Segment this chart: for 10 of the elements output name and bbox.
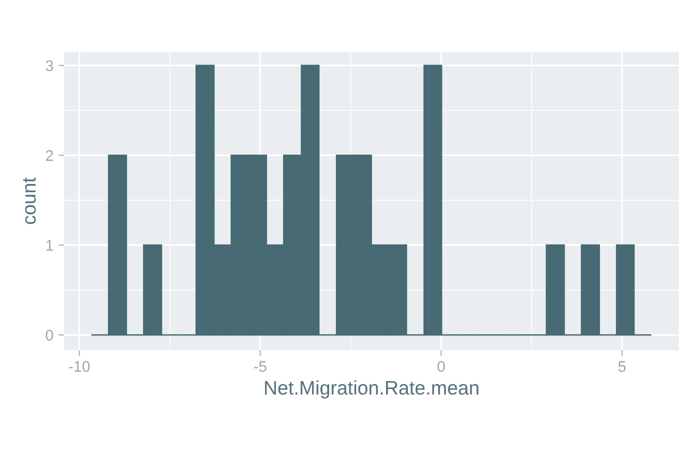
x-tick-label: -5 [254, 361, 266, 372]
y-tick-label: 1 [46, 240, 53, 251]
x-axis-title: Net.Migration.Rate.mean [265, 380, 478, 399]
x-tick-label: -10 [68, 361, 90, 372]
x-tick-label: 5 [618, 361, 626, 372]
y-tick-label: 2 [46, 150, 53, 161]
y-axis-title: count [23, 177, 36, 224]
x-tick-label: 0 [438, 361, 445, 372]
y-tick-label: 3 [46, 60, 54, 72]
y-tick-label: 0 [46, 330, 54, 341]
